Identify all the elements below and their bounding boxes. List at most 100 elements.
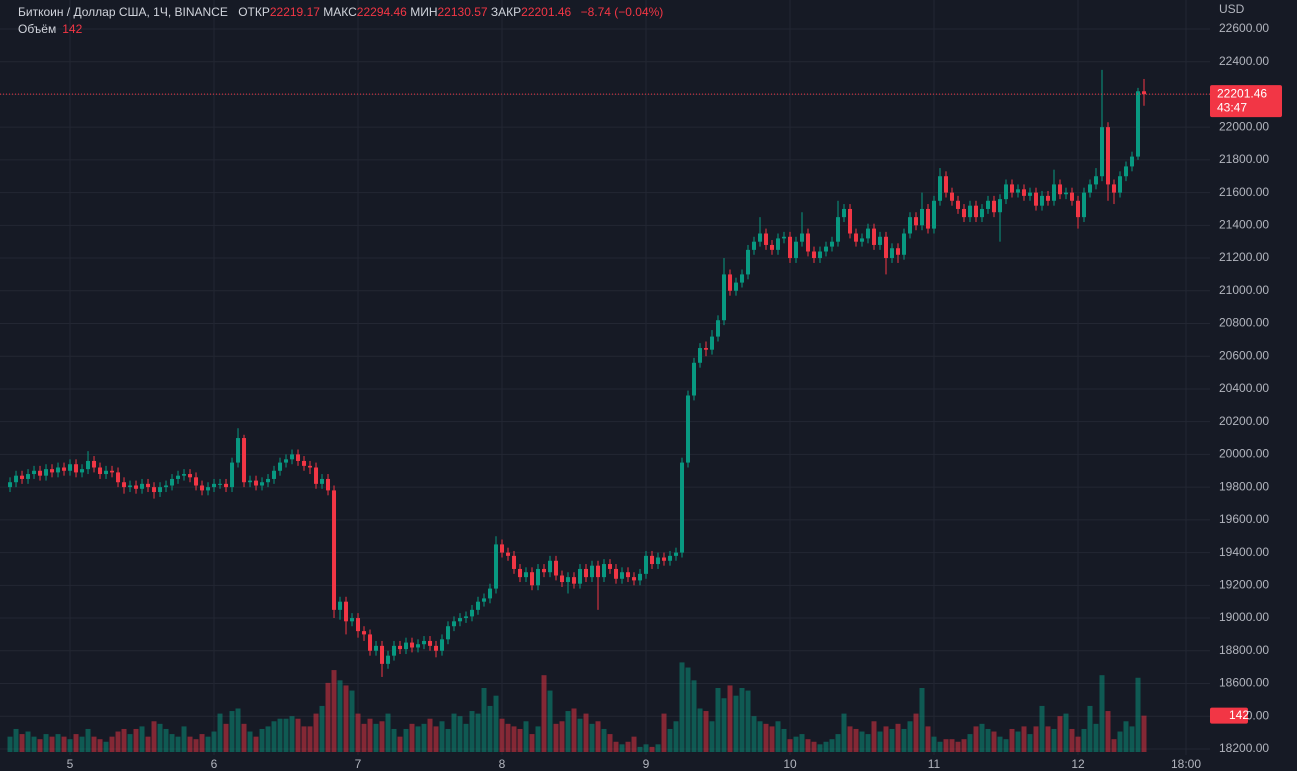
volume-bar bbox=[907, 721, 913, 752]
candle-body bbox=[560, 575, 565, 583]
y-tick-label: 22600.00 bbox=[1219, 21, 1269, 35]
volume-bar bbox=[625, 741, 631, 752]
volume-bar bbox=[979, 723, 985, 752]
volume-bar bbox=[199, 734, 205, 752]
volume-bar bbox=[1033, 726, 1039, 752]
candle-body bbox=[1004, 184, 1009, 200]
volume-bar bbox=[805, 739, 811, 752]
volume-bar bbox=[1093, 723, 1099, 752]
volume-bar bbox=[685, 667, 691, 752]
volume-bar bbox=[763, 723, 769, 752]
candle-body bbox=[860, 238, 865, 242]
volume-bar bbox=[535, 726, 541, 752]
candle-body bbox=[182, 474, 187, 476]
candle-body bbox=[398, 645, 403, 650]
high-label: МАКС bbox=[323, 5, 357, 19]
countdown: 43:47 bbox=[1217, 100, 1247, 114]
volume-bar bbox=[181, 726, 187, 752]
candle-body bbox=[626, 572, 631, 578]
candle-body bbox=[1094, 176, 1099, 185]
volume-tag-value: 142 bbox=[1229, 708, 1249, 722]
candle-body bbox=[650, 555, 655, 565]
x-tick-label: 10 bbox=[783, 757, 797, 771]
candle-body bbox=[44, 469, 49, 476]
volume-bar bbox=[271, 721, 277, 752]
candle-body bbox=[74, 464, 79, 473]
candle-body bbox=[224, 483, 229, 488]
candle-body bbox=[872, 228, 877, 245]
candle-body bbox=[338, 601, 343, 610]
volume-bar bbox=[703, 711, 709, 752]
volume-bar bbox=[1141, 715, 1147, 752]
volume-bar bbox=[523, 721, 529, 752]
candle-body bbox=[890, 248, 895, 259]
volume-bar bbox=[1057, 716, 1063, 752]
volume-bar bbox=[427, 718, 433, 752]
candle-body bbox=[602, 564, 607, 578]
candle-body bbox=[152, 487, 157, 493]
symbol-title[interactable]: Биткоин / Доллар США, 1Ч, BINANCE bbox=[18, 5, 228, 19]
candle-body bbox=[770, 244, 775, 250]
volume-bar bbox=[1027, 734, 1033, 752]
volume-bar bbox=[637, 746, 643, 752]
candle-body bbox=[1052, 184, 1057, 201]
volume-bar bbox=[727, 685, 733, 752]
candle-body bbox=[614, 568, 619, 579]
volume-bar bbox=[31, 736, 37, 752]
volume-bar bbox=[793, 736, 799, 752]
volume-bar bbox=[415, 726, 421, 752]
candle-body bbox=[974, 205, 979, 218]
candle-body bbox=[482, 598, 487, 602]
y-tick-label: 20400.00 bbox=[1219, 381, 1269, 395]
volume-bar bbox=[1039, 705, 1045, 752]
volume-bar bbox=[943, 739, 949, 752]
volume-bar bbox=[919, 688, 925, 752]
candle-body bbox=[356, 618, 361, 632]
volume-bar bbox=[493, 695, 499, 752]
candle-body bbox=[434, 645, 439, 651]
volume-bar bbox=[235, 708, 241, 752]
volume-bar bbox=[349, 690, 355, 752]
high-value: 22294.46 bbox=[356, 5, 407, 19]
volume-bar bbox=[319, 705, 325, 752]
candle-body bbox=[26, 474, 31, 479]
candle-body bbox=[494, 544, 499, 589]
candle-body bbox=[416, 644, 421, 648]
y-tick-label: 19400.00 bbox=[1219, 545, 1269, 559]
volume-bar bbox=[265, 726, 271, 752]
candle-body bbox=[1046, 195, 1051, 201]
y-tick-label: 20000.00 bbox=[1219, 447, 1269, 461]
volume-bar bbox=[421, 723, 427, 752]
candle-body bbox=[926, 208, 931, 229]
volume-bar bbox=[241, 723, 247, 752]
candle-body bbox=[200, 485, 205, 491]
volume-bar bbox=[343, 685, 349, 752]
volume-bar bbox=[499, 718, 505, 752]
candle-body bbox=[260, 482, 265, 486]
volume-bar bbox=[85, 728, 91, 752]
volume-bar bbox=[565, 711, 571, 752]
volume-bar bbox=[337, 680, 343, 752]
candle-body bbox=[92, 460, 97, 468]
volume-bar bbox=[127, 734, 133, 752]
candle-body bbox=[410, 642, 415, 648]
volume-bar bbox=[385, 713, 391, 752]
candle-body bbox=[656, 557, 661, 565]
volume-bar bbox=[397, 736, 403, 752]
candle-body bbox=[1028, 192, 1033, 196]
candle-body bbox=[1076, 200, 1081, 218]
y-tick-label: 19600.00 bbox=[1219, 512, 1269, 526]
candle-body bbox=[308, 465, 313, 468]
candle-body bbox=[140, 483, 145, 489]
volume-bar bbox=[667, 728, 673, 752]
candle-body bbox=[1100, 127, 1105, 177]
volume-bar bbox=[163, 728, 169, 752]
volume-bar bbox=[391, 728, 397, 752]
x-tick-label: 18:00 bbox=[1171, 757, 1201, 771]
candle-body bbox=[818, 251, 823, 259]
volume-bar bbox=[37, 739, 43, 752]
volume-bar bbox=[133, 728, 139, 752]
candle-body bbox=[506, 552, 511, 556]
candle-body bbox=[1118, 176, 1123, 193]
